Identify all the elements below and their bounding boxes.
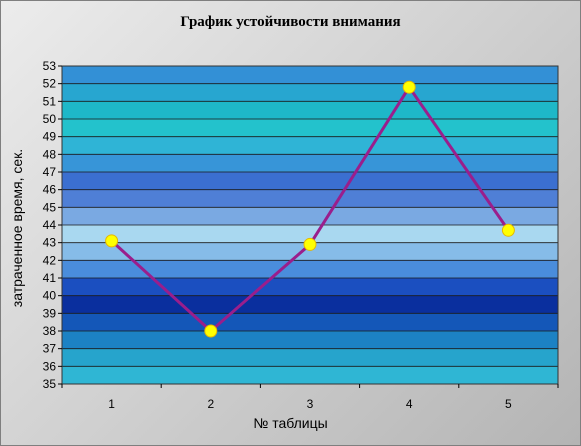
plot-band xyxy=(62,119,558,137)
plot-band xyxy=(62,366,558,384)
y-tick-label: 40 xyxy=(43,289,57,303)
x-tick-label: 2 xyxy=(207,397,214,411)
x-tick-label: 4 xyxy=(406,397,413,411)
x-tick-label: 5 xyxy=(505,397,512,411)
x-tick-label: 1 xyxy=(108,397,115,411)
plot-band xyxy=(62,83,558,102)
y-tick-label: 48 xyxy=(43,147,57,161)
y-tick-label: 46 xyxy=(43,183,57,197)
plot-band xyxy=(62,313,558,331)
y-tick-label: 44 xyxy=(43,218,57,232)
y-tick-label: 37 xyxy=(43,342,57,356)
chart-title: График устойчивости внимания xyxy=(180,14,401,30)
plot-band xyxy=(62,101,558,119)
plot-band xyxy=(62,242,558,261)
y-tick-label: 39 xyxy=(43,306,57,320)
plot-band xyxy=(62,66,558,84)
plot-band xyxy=(62,189,558,208)
plot-band xyxy=(62,260,558,278)
plot-band xyxy=(62,154,558,172)
y-tick-label: 49 xyxy=(43,130,57,144)
x-tick-label: 3 xyxy=(307,397,314,411)
y-tick-label: 45 xyxy=(43,200,57,214)
plot-band xyxy=(62,136,558,155)
y-tick-label: 41 xyxy=(43,271,57,285)
y-tick-label: 38 xyxy=(43,324,57,338)
y-tick-label: 50 xyxy=(43,112,57,126)
y-tick-label: 51 xyxy=(43,94,57,108)
plot-band xyxy=(62,172,558,190)
plot-band xyxy=(62,295,558,314)
data-point xyxy=(105,234,119,248)
plot-band xyxy=(62,331,558,349)
plot-band xyxy=(62,225,558,243)
y-tick-label: 43 xyxy=(43,236,57,250)
y-tick-label: 53 xyxy=(43,59,57,73)
x-axis-label: № таблицы xyxy=(253,415,328,431)
plot-band xyxy=(62,278,558,296)
y-tick-label: 52 xyxy=(43,77,57,91)
data-point xyxy=(303,237,317,251)
data-point xyxy=(402,80,416,94)
plot-band xyxy=(62,348,558,367)
y-tick-label: 35 xyxy=(43,377,57,391)
y-tick-label: 36 xyxy=(43,359,57,373)
y-tick-label: 42 xyxy=(43,253,57,267)
data-point xyxy=(501,223,515,237)
plot-band xyxy=(62,207,558,225)
data-point xyxy=(204,324,218,338)
y-tick-label: 47 xyxy=(43,165,57,179)
